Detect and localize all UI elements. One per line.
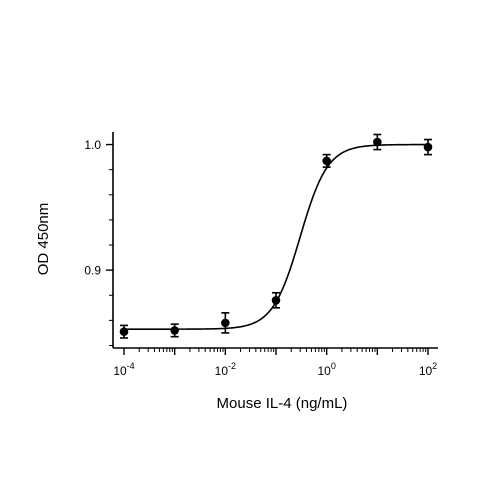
x-tick-label: 100 (317, 361, 335, 378)
point-marker (119, 327, 129, 336)
data-points (119, 133, 433, 339)
data-point (119, 324, 129, 339)
y-tick-label: 0.9 (84, 264, 101, 278)
axes: 10-4 10-2 100 102 0.9 1.0 (84, 132, 438, 378)
point-marker (170, 326, 179, 335)
data-point (322, 153, 331, 168)
x-tick-label: 10-2 (215, 361, 236, 378)
x-ticks: 10-4 10-2 100 102 (113, 348, 437, 378)
data-point (271, 291, 281, 309)
point-marker (221, 318, 230, 328)
point-marker (271, 295, 281, 305)
data-point (373, 133, 382, 151)
x-tick-label: 102 (419, 361, 437, 378)
point-marker (373, 137, 382, 147)
point-marker (322, 156, 331, 166)
y-ticks: 0.9 1.0 (84, 138, 113, 346)
x-axis-title: Mouse IL-4 (ng/mL) (217, 395, 348, 412)
data-point (423, 138, 433, 156)
x-tick-label: 10-4 (113, 361, 134, 378)
data-point (221, 312, 230, 334)
data-point (170, 323, 179, 338)
point-marker (423, 142, 433, 152)
y-tick-label: 1.0 (84, 138, 101, 152)
y-axis-title: OD 450nm (35, 203, 52, 276)
